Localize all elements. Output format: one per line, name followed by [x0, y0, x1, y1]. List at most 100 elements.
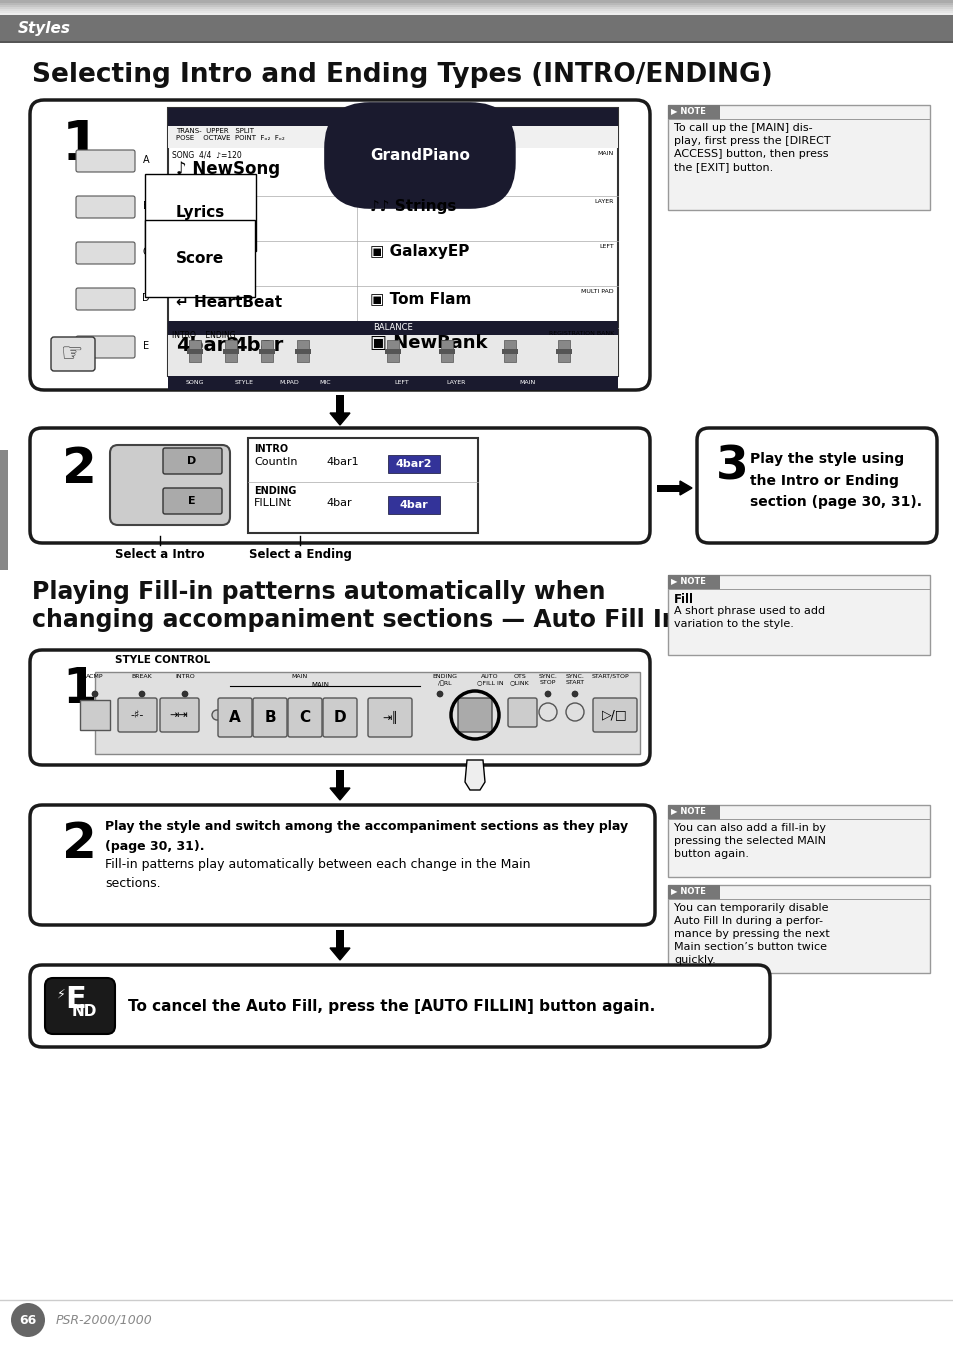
Text: OTS
○LINK: OTS ○LINK: [510, 674, 529, 685]
FancyBboxPatch shape: [163, 488, 222, 513]
Text: 4bar2: 4bar2: [395, 459, 432, 469]
Bar: [296, 340, 309, 362]
Text: D: D: [334, 709, 346, 724]
Text: Play the style and switch among the accompaniment sections as they play: Play the style and switch among the acco…: [105, 820, 627, 834]
Text: MAIN: MAIN: [378, 112, 407, 122]
Bar: [0, 15, 953, 41]
Text: ENDING
/⎱RL: ENDING /⎱RL: [432, 674, 457, 685]
Bar: [225, 340, 236, 362]
Text: You can also add a fill-in by: You can also add a fill-in by: [673, 823, 825, 834]
Bar: [95, 671, 639, 754]
Text: Select a Intro: Select a Intro: [115, 549, 205, 561]
Text: ENDING: ENDING: [253, 486, 296, 496]
FancyBboxPatch shape: [30, 965, 769, 1047]
Text: variation to the style.: variation to the style.: [673, 619, 793, 630]
FancyBboxPatch shape: [507, 698, 537, 727]
Bar: [385, 349, 400, 354]
Text: ▣ Tom Flam: ▣ Tom Flam: [370, 290, 471, 305]
Bar: [168, 108, 618, 376]
Text: Lyrics: Lyrics: [175, 205, 225, 220]
Text: INTRO: INTRO: [175, 674, 194, 680]
Text: BALANCE: BALANCE: [373, 323, 413, 332]
Bar: [0, 9, 953, 11]
Text: D: D: [187, 457, 196, 466]
Text: 4bar: 4bar: [326, 499, 352, 508]
Text: B: B: [264, 709, 275, 724]
FancyBboxPatch shape: [30, 805, 655, 925]
Text: ⇥║: ⇥║: [381, 711, 397, 724]
Bar: [667, 576, 929, 655]
Text: SONG: SONG: [186, 381, 204, 385]
FancyBboxPatch shape: [76, 196, 135, 218]
Polygon shape: [330, 948, 350, 961]
Bar: [187, 349, 203, 354]
Text: 4bar: 4bar: [399, 500, 428, 509]
Circle shape: [11, 1302, 45, 1337]
FancyBboxPatch shape: [76, 336, 135, 358]
Text: Main section’s button twice: Main section’s button twice: [673, 942, 826, 952]
FancyBboxPatch shape: [163, 449, 222, 474]
Bar: [0, 7, 953, 9]
Bar: [556, 349, 572, 354]
Text: 1: 1: [62, 665, 97, 713]
Text: ▶ NOTE: ▶ NOTE: [670, 807, 705, 815]
Circle shape: [544, 690, 551, 697]
Polygon shape: [330, 788, 350, 800]
Text: SYNC.
START: SYNC. START: [565, 674, 584, 685]
Bar: [168, 335, 618, 376]
Bar: [440, 340, 453, 362]
Bar: [558, 340, 569, 362]
Text: PSR-2000/1000: PSR-2000/1000: [56, 1313, 152, 1327]
Text: ♪♪ Strings: ♪♪ Strings: [370, 199, 456, 213]
FancyBboxPatch shape: [110, 444, 230, 526]
Bar: [667, 105, 929, 209]
Text: LAYER: LAYER: [446, 381, 465, 385]
FancyBboxPatch shape: [323, 698, 356, 738]
Text: ▶ NOTE: ▶ NOTE: [670, 576, 705, 585]
Text: MAIN: MAIN: [292, 674, 308, 680]
FancyBboxPatch shape: [218, 698, 252, 738]
Circle shape: [436, 690, 442, 697]
Bar: [168, 376, 618, 390]
Text: To cancel the Auto Fill, press the [AUTO FILLIN] button again.: To cancel the Auto Fill, press the [AUTO…: [128, 998, 655, 1013]
Text: Selecting Intro and Ending Types (INTRO/ENDING): Selecting Intro and Ending Types (INTRO/…: [32, 62, 772, 88]
Text: START/STOP: START/STOP: [591, 674, 628, 680]
Bar: [667, 805, 929, 877]
Text: C: C: [143, 247, 150, 257]
Text: Fill: Fill: [673, 593, 693, 607]
Bar: [335, 394, 344, 413]
Bar: [0, 41, 953, 43]
Text: mance by pressing the next: mance by pressing the next: [673, 929, 829, 939]
FancyBboxPatch shape: [51, 336, 95, 372]
Text: LEFT: LEFT: [395, 381, 409, 385]
Text: POSE    OCTAVE  POINT  Fₒ₂  Fₒ₂: POSE OCTAVE POINT Fₒ₂ Fₒ₂: [175, 135, 284, 141]
Text: ⚡: ⚡: [57, 988, 66, 1001]
Text: E: E: [65, 985, 86, 1015]
FancyBboxPatch shape: [288, 698, 322, 738]
Polygon shape: [330, 413, 350, 426]
Bar: [258, 349, 274, 354]
Bar: [80, 700, 110, 730]
Bar: [168, 108, 618, 126]
Text: A short phrase used to add: A short phrase used to add: [673, 607, 824, 616]
Text: E: E: [143, 340, 149, 351]
FancyBboxPatch shape: [30, 100, 649, 390]
Polygon shape: [464, 761, 484, 790]
Text: Playing Fill-in patterns automatically when: Playing Fill-in patterns automatically w…: [32, 580, 605, 604]
Bar: [667, 805, 720, 819]
Text: Fill-in patterns play automatically between each change in the Main
sections.: Fill-in patterns play automatically betw…: [105, 858, 530, 890]
FancyBboxPatch shape: [76, 288, 135, 309]
Bar: [388, 455, 439, 473]
Text: INTRO: INTRO: [253, 444, 288, 454]
Text: ▣ GalaxyEP: ▣ GalaxyEP: [370, 245, 469, 259]
Bar: [223, 349, 239, 354]
Text: LEFT: LEFT: [598, 245, 614, 249]
Text: CountIn: CountIn: [253, 457, 297, 467]
Text: Play the style using
the Intro or Ending
section (page 30, 31).: Play the style using the Intro or Ending…: [749, 453, 921, 509]
Text: INTRO    ENDING: INTRO ENDING: [172, 331, 235, 340]
FancyBboxPatch shape: [30, 428, 649, 543]
FancyBboxPatch shape: [45, 978, 115, 1034]
Text: 3: 3: [716, 444, 748, 490]
Text: STYLE  4/4  ♪=148: STYLE 4/4 ♪=148: [172, 289, 242, 299]
Text: changing accompaniment sections — Auto Fill In: changing accompaniment sections — Auto F…: [32, 608, 678, 632]
